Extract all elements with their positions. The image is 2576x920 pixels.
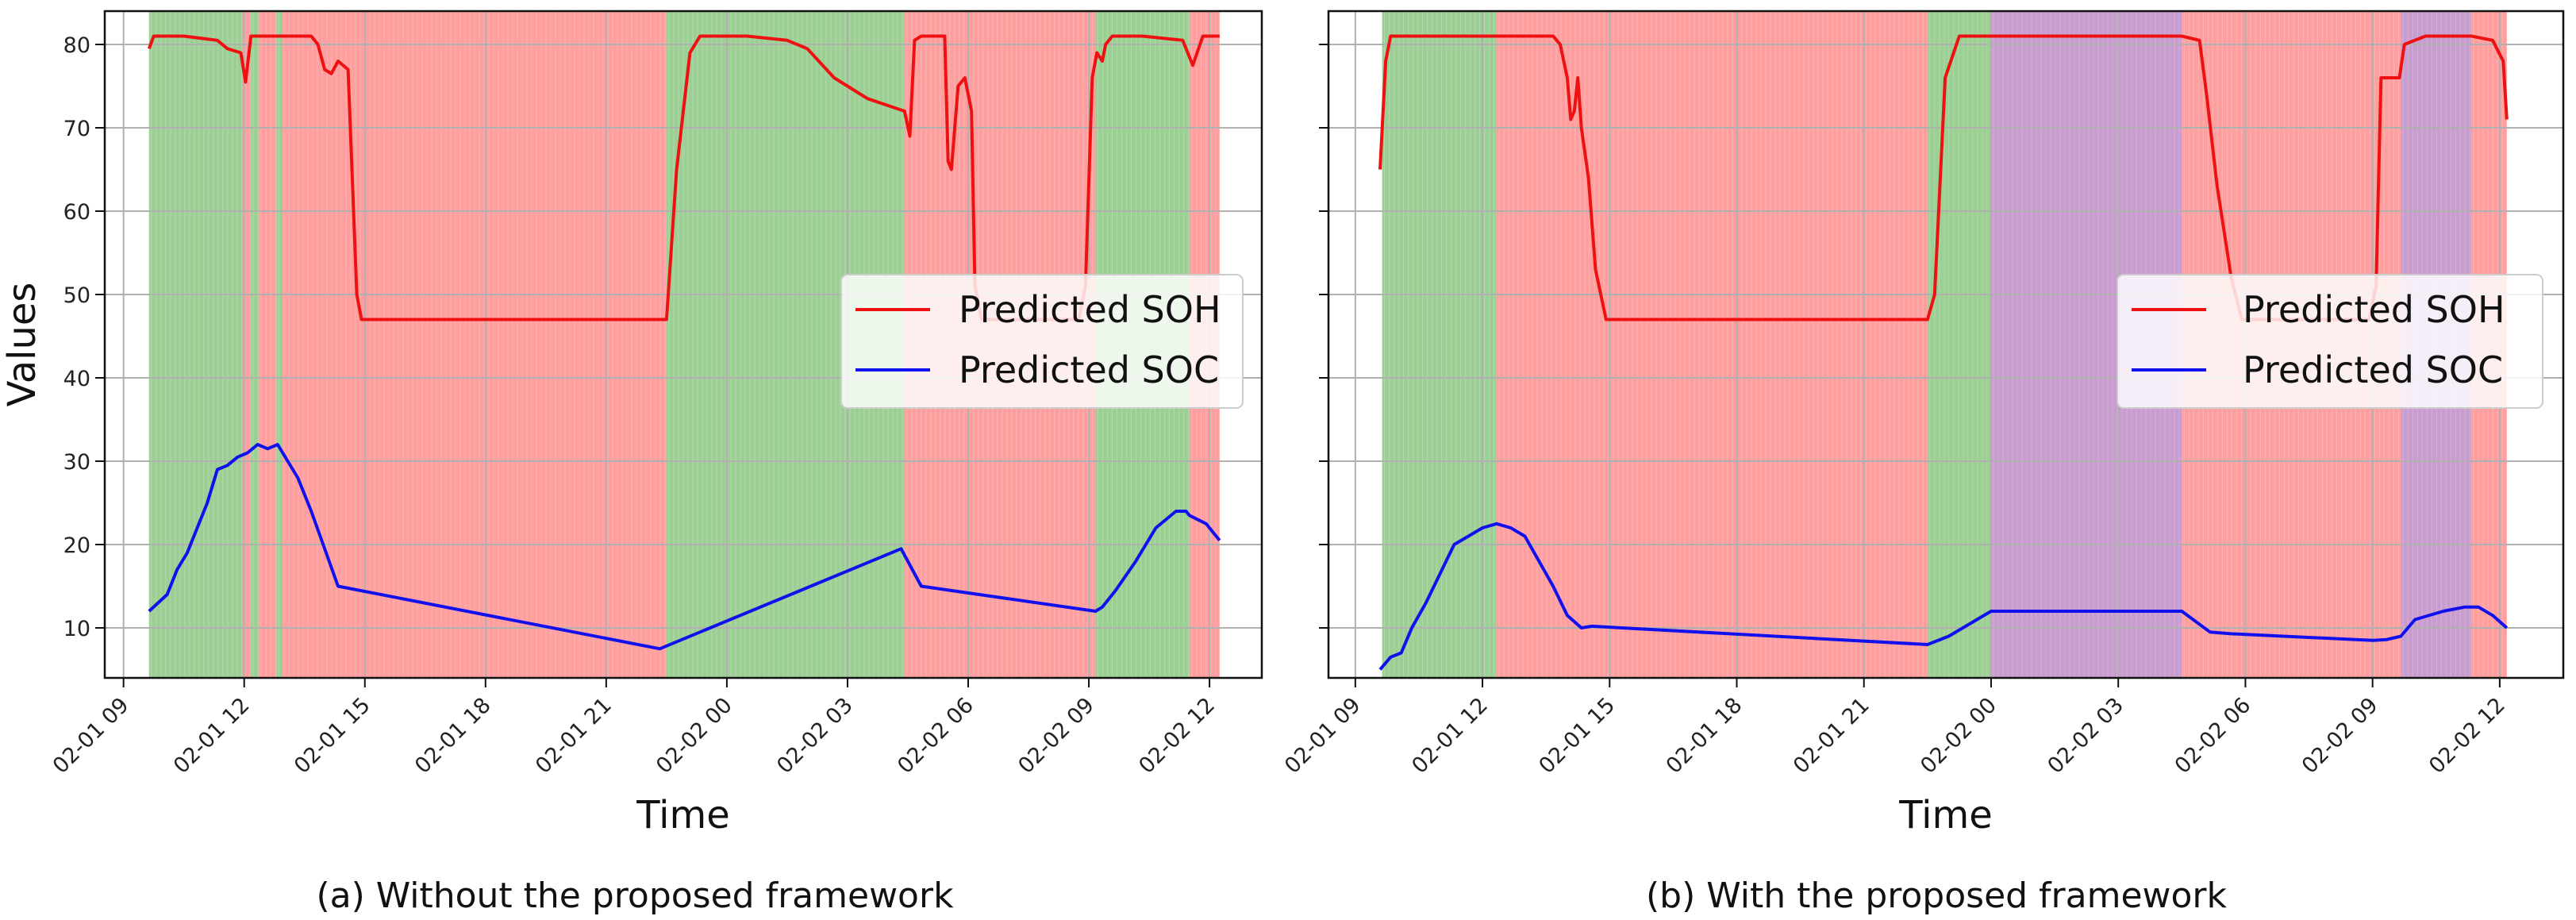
- region-green: [276, 11, 283, 678]
- y-tick-label: 10: [63, 617, 90, 641]
- legend: Predicted SOH Predicted SOC: [840, 274, 1244, 409]
- x-tick-label: 02-02 03: [2043, 693, 2128, 779]
- region-red: [259, 11, 277, 678]
- series-line-soc: [1378, 522, 2509, 671]
- y-tick-label: 40: [63, 367, 90, 391]
- y-axis: 10 20 30 40 50 60 70 80: [63, 33, 105, 641]
- x-tick-label: 02-01 15: [1534, 693, 1620, 779]
- chart-panel-b: 02-01 09 02-01 12 02-01 15 02-01 18 02-01 21…: [1280, 10, 2565, 916]
- grid: [1328, 11, 2563, 678]
- x-tick-label: 02-01 12: [169, 693, 255, 779]
- x-axis: 02-01 09 02-01 12 02-01 15 02-01 18 02-01 21…: [48, 678, 1220, 779]
- x-tick-label: 02-01 09: [1280, 693, 1366, 779]
- legend-label-soc: Predicted SOC: [959, 348, 1219, 391]
- x-tick-label: 02-02 06: [2170, 693, 2256, 779]
- caption-b: (b) With the proposed framework: [1646, 876, 2228, 916]
- series-line-soh: [1378, 34, 2509, 321]
- y-tick-label: 50: [63, 283, 90, 308]
- region-red: [282, 11, 667, 678]
- x-tick-label: 02-02 09: [2297, 693, 2383, 779]
- region-green: [148, 11, 244, 678]
- x-tick-label: 02-01 18: [410, 693, 496, 779]
- x-tick-label: 02-01 18: [1662, 693, 1747, 779]
- series-lines: [147, 34, 1221, 651]
- legend-box: [2117, 274, 2543, 409]
- x-tick-label: 02-01 15: [290, 693, 375, 779]
- x-axis: 02-01 09 02-01 12 02-01 15 02-01 18 02-01 21…: [1280, 678, 2510, 779]
- x-tick-label: 02-02 12: [1134, 693, 1220, 779]
- chart-panel-a: 10 20 30 40 50 60 70 80 02-01 09 02-01 12 02-01 1…: [0, 10, 1263, 916]
- series-line-soh: [147, 34, 1220, 321]
- region-red: [1496, 11, 1928, 678]
- y-axis: [1319, 44, 1328, 629]
- x-axis-label: Time: [1898, 793, 1992, 837]
- x-tick-label: 02-02 06: [893, 693, 978, 779]
- plot-frame: [103, 10, 1263, 679]
- plot-frame: [1327, 10, 2565, 679]
- x-tick-label: 02-02 00: [1916, 693, 2001, 779]
- legend-label-soh: Predicted SOH: [959, 288, 1221, 331]
- y-tick-label: 20: [63, 533, 90, 558]
- x-tick-label: 02-02 09: [1013, 693, 1099, 779]
- x-tick-label: 02-01 21: [1789, 693, 1874, 779]
- x-axis-label: Time: [636, 793, 729, 837]
- x-tick-label: 02-01 09: [48, 693, 134, 779]
- y-axis-label: Values: [0, 283, 44, 407]
- y-tick-label: 60: [63, 200, 90, 225]
- x-tick-label: 02-01 12: [1407, 693, 1493, 779]
- x-tick-label: 02-01 21: [531, 693, 617, 779]
- background-regions: [1382, 11, 2507, 678]
- caption-a: (a) Without the proposed framework: [316, 876, 954, 916]
- legend-label-soh: Predicted SOH: [2243, 288, 2505, 331]
- x-tick-label: 02-02 12: [2424, 693, 2510, 779]
- x-tick-label: 02-02 03: [772, 693, 858, 779]
- region-green: [1927, 11, 1991, 678]
- region-green: [251, 11, 260, 678]
- y-tick-label: 80: [63, 33, 90, 58]
- region-green: [1382, 11, 1497, 678]
- series-line-soc: [148, 443, 1221, 651]
- y-tick-label: 30: [63, 450, 90, 475]
- legend-box: [840, 274, 1244, 409]
- series-lines: [1378, 34, 2509, 671]
- legend: Predicted SOH Predicted SOC: [2117, 274, 2543, 409]
- region-red: [243, 11, 252, 678]
- x-tick-label: 02-02 00: [652, 693, 737, 779]
- legend-label-soc: Predicted SOC: [2243, 348, 2503, 391]
- y-tick-label: 70: [63, 117, 90, 141]
